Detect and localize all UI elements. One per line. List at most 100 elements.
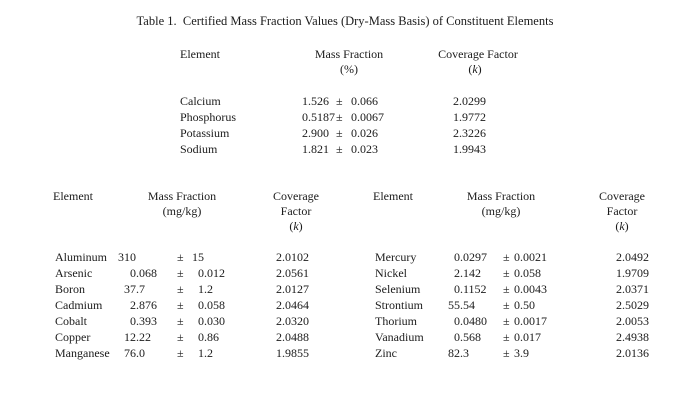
- plus-minus-symbol: ±: [336, 110, 343, 124]
- table-row: Thorium 0.0480 ± 0.0017 2.0053: [0, 314, 690, 330]
- mass-fraction-value: 0.393: [130, 314, 157, 328]
- element-name: Aluminum: [55, 250, 108, 264]
- plus-minus-symbol: ±: [177, 266, 184, 280]
- coverage-factor-value: 2.0492: [616, 250, 649, 264]
- element-name: Potassium: [180, 126, 230, 140]
- coverage-factor-value: 1.9943: [453, 142, 486, 156]
- coverage-factor-value: 2.0371: [616, 282, 649, 296]
- coverage-factor-value: 1.9772: [453, 110, 486, 124]
- table-row: Sodium 1.821 ± 0.023 1.9943: [0, 142, 690, 158]
- plus-minus-symbol: ±: [336, 94, 343, 108]
- uncertainty-value: 0.017: [514, 330, 541, 344]
- element-name: Manganese: [55, 346, 110, 360]
- uncertainty-value: 0.066: [351, 94, 378, 108]
- coverage-factor-value: 2.0488: [276, 330, 309, 344]
- mgkg-right-header-row-3: (k): [0, 219, 690, 235]
- column-header-mass-fraction: Mass Fraction: [147, 189, 217, 203]
- mass-fraction-value: 310: [118, 250, 136, 264]
- element-name: Copper: [55, 330, 91, 344]
- element-name: Nickel: [375, 266, 407, 280]
- table-row: Boron 37.7 ± 1.2 2.0127: [0, 282, 690, 298]
- column-header-mass-fraction: Mass Fraction: [314, 47, 384, 61]
- plus-minus-symbol: ±: [177, 298, 184, 312]
- mgkg-left-header-row-3: (k): [0, 219, 690, 235]
- coverage-factor-value: 2.0136: [616, 346, 649, 360]
- mass-fraction-value: 82.3: [448, 346, 469, 360]
- percent-table-header-row-2: (%) (k): [0, 62, 690, 78]
- k-letter: k: [293, 219, 299, 233]
- coverage-factor-value: 2.0464: [276, 298, 309, 312]
- element-name: Phosphorus: [180, 110, 237, 124]
- mass-fraction-value: 0.568: [454, 330, 481, 344]
- uncertainty-value: 0.50: [514, 298, 535, 312]
- mass-fraction-value: 0.1152: [454, 282, 487, 296]
- plus-minus-symbol: ±: [503, 282, 510, 296]
- mass-fraction-value: 0.0480: [454, 314, 487, 328]
- mgkg-right-header-row-2: (mg/kg) Factor: [0, 204, 690, 220]
- uncertainty-value: 0.0017: [514, 314, 547, 328]
- table-row: Arsenic 0.068 ± 0.012 2.0561: [0, 266, 690, 282]
- uncertainty-value: 0.0043: [514, 282, 547, 296]
- column-header-element: Element: [53, 189, 93, 203]
- coverage-factor-value: 2.5029: [616, 298, 649, 312]
- mgkg-left-header-row-2: (mg/kg) Factor: [0, 204, 690, 220]
- uncertainty-value: 0.86: [198, 330, 219, 344]
- percent-table-header-row: Element Mass Fraction Coverage Factor: [0, 47, 690, 63]
- coverage-factor-value: 2.0053: [616, 314, 649, 328]
- column-header-mgkg-unit: (mg/kg): [481, 204, 521, 218]
- table-row: Copper 12.22 ± 0.86 2.0488: [0, 330, 690, 346]
- element-name: Vanadium: [375, 330, 424, 344]
- mass-fraction-value: 2.142: [454, 266, 481, 280]
- plus-minus-symbol: ±: [503, 250, 510, 264]
- element-name: Cadmium: [55, 298, 103, 312]
- table-row: Zinc 82.3 ± 3.9 2.0136: [0, 346, 690, 362]
- table-row: Nickel 2.142 ± 0.058 1.9709: [0, 266, 690, 282]
- table-row: Calcium 1.526 ± 0.066 2.0299: [0, 94, 690, 110]
- uncertainty-value: 1.2: [198, 282, 213, 296]
- plus-minus-symbol: ±: [503, 298, 510, 312]
- element-name: Zinc: [375, 346, 397, 360]
- table-title: Table 1. Certified Mass Fraction Values …: [136, 14, 554, 28]
- uncertainty-value: 0.026: [351, 126, 378, 140]
- column-header-element: Element: [373, 189, 413, 203]
- table-row: Aluminum 310 ± 15 2.0102: [0, 250, 690, 266]
- coverage-factor-value: 2.4938: [616, 330, 649, 344]
- table-row: Cobalt 0.393 ± 0.030 2.0320: [0, 314, 690, 330]
- column-header-k-symbol: (k): [615, 219, 628, 234]
- uncertainty-value: 0.058: [198, 298, 225, 312]
- uncertainty-value: 0.058: [514, 266, 541, 280]
- mgkg-right-header-row: Element Mass Fraction Coverage: [0, 189, 690, 205]
- paren-close: ): [298, 219, 303, 233]
- paren-open: (: [289, 219, 294, 233]
- table-row: Cadmium 2.876 ± 0.058 2.0464: [0, 298, 690, 314]
- table-row: Vanadium 0.568 ± 0.017 2.4938: [0, 330, 690, 346]
- plus-minus-symbol: ±: [336, 142, 343, 156]
- element-name: Arsenic: [55, 266, 93, 280]
- paren-open: (: [615, 219, 620, 233]
- plus-minus-symbol: ±: [177, 330, 184, 344]
- paren-close: ): [477, 62, 482, 76]
- column-header-percent-unit: (%): [340, 62, 358, 76]
- element-name: Calcium: [180, 94, 221, 108]
- table-row: Phosphorus 0.5187 ± 0.0067 1.9772: [0, 110, 690, 126]
- mass-fraction-value: 0.068: [130, 266, 157, 280]
- mass-fraction-value: 76.0: [124, 346, 145, 360]
- k-letter: k: [472, 62, 478, 76]
- paren-close: ): [624, 219, 629, 233]
- table-row: Mercury 0.0297 ± 0.0021 2.0492: [0, 250, 690, 266]
- plus-minus-symbol: ±: [503, 330, 510, 344]
- uncertainty-value: 0.0021: [514, 250, 547, 264]
- plus-minus-symbol: ±: [177, 314, 184, 328]
- element-name: Sodium: [180, 142, 218, 156]
- column-header-factor: Factor: [606, 204, 638, 218]
- table-row: Selenium 0.1152 ± 0.0043 2.0371: [0, 282, 690, 298]
- column-header-element: Element: [180, 47, 220, 61]
- plus-minus-symbol: ±: [177, 282, 184, 296]
- coverage-factor-value: 1.9709: [616, 266, 649, 280]
- mass-fraction-value: 0.5187: [302, 110, 335, 124]
- uncertainty-value: 1.2: [198, 346, 213, 360]
- coverage-factor-value: 2.0102: [276, 250, 309, 264]
- table-row: Manganese 76.0 ± 1.2 1.9855: [0, 346, 690, 362]
- plus-minus-symbol: ±: [503, 266, 510, 280]
- mass-fraction-value: 12.22: [124, 330, 151, 344]
